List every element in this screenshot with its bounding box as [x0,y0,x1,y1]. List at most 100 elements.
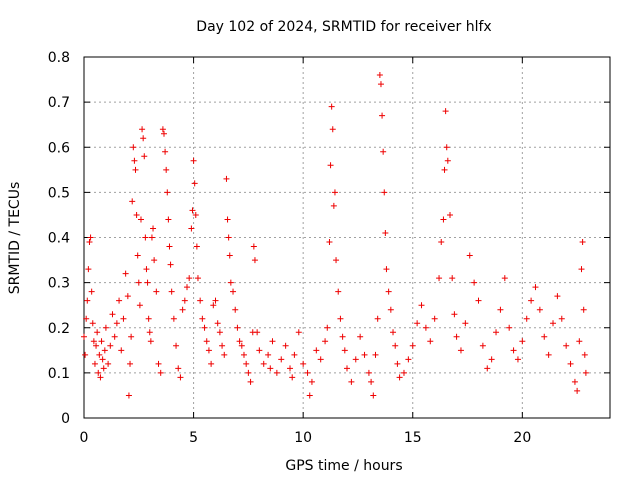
data-point [223,175,230,182]
data-point [344,365,350,372]
data-point [441,166,448,173]
data-point [317,356,324,363]
data-point [436,275,443,282]
data-point [134,252,141,259]
data-point [165,216,172,223]
data-point [197,297,204,304]
data-point [127,360,134,367]
data-point [582,369,589,376]
data-point [97,374,104,381]
data-point [514,356,521,363]
data-point [142,234,149,241]
data-point [167,261,174,268]
x-axis: 0 5 10 15 20 [80,57,531,446]
data-point [536,306,543,313]
data-point [381,189,388,196]
data-point [278,356,285,363]
data-point [510,347,517,354]
data-point [306,392,313,399]
data-point [82,351,89,358]
data-point [289,374,296,381]
data-point [201,324,208,331]
data-point [451,311,458,318]
data-point [84,297,91,304]
data-point [267,365,274,372]
data-point [357,333,364,340]
data-point [208,360,215,367]
y-tick-label: 0.4 [48,231,70,247]
data-point [135,279,142,286]
data-point [422,324,429,331]
data-point [361,351,368,358]
data-point [116,297,123,304]
data-point [157,369,164,376]
data-point [90,338,97,345]
data-point [177,374,184,381]
data-point [550,320,557,327]
data-point [194,275,201,282]
data-point [219,342,226,349]
data-point [91,360,98,367]
data-point [125,392,132,399]
data-point [447,211,454,218]
data-point [329,126,336,133]
data-point [370,392,377,399]
data-point [150,225,157,232]
data-point [141,153,148,160]
data-point [199,315,206,322]
data-point [427,338,434,345]
data-point [181,297,188,304]
chart-title: Day 102 of 2024, SRMTID for receiver hlf… [196,19,491,35]
data-point [390,329,397,336]
data-point [210,302,217,309]
data-point [383,266,390,273]
data-point [147,338,154,345]
data-point [203,338,210,345]
data-point [385,288,392,295]
data-point [519,338,526,345]
data-point [120,315,127,322]
data-point [105,360,112,367]
data-point [341,347,348,354]
data-point [155,360,162,367]
data-point [506,324,513,331]
data-point [232,306,239,313]
data-point [254,329,261,336]
data-point [396,374,403,381]
data-point [462,320,469,327]
data-point [129,198,136,205]
data-point [449,275,456,282]
data-point [250,243,257,250]
data-point [225,234,232,241]
data-point [191,180,198,187]
data-point [151,257,158,264]
data-point [394,360,401,367]
data-point [94,329,101,336]
data-point [192,211,199,218]
data-point [528,297,535,304]
data-point [99,356,106,363]
data-point [576,338,583,345]
data-point [308,378,315,385]
data-point [85,266,92,273]
data-point [365,369,372,376]
y-tick-label: 0.7 [48,95,70,111]
data-point [140,135,147,142]
data-point [87,234,94,241]
data-point [163,166,170,173]
y-tick-label: 0.5 [48,185,70,201]
data-point [265,351,272,358]
data-point [111,333,118,340]
data-point [145,315,152,322]
data-point [374,315,381,322]
data-point [545,351,552,358]
data-point [431,315,438,322]
data-point [331,189,338,196]
data-point [159,126,166,133]
data-point [128,333,135,340]
data-point [579,239,586,246]
data-point [160,130,167,137]
data-point [226,252,233,259]
data-point [488,356,495,363]
